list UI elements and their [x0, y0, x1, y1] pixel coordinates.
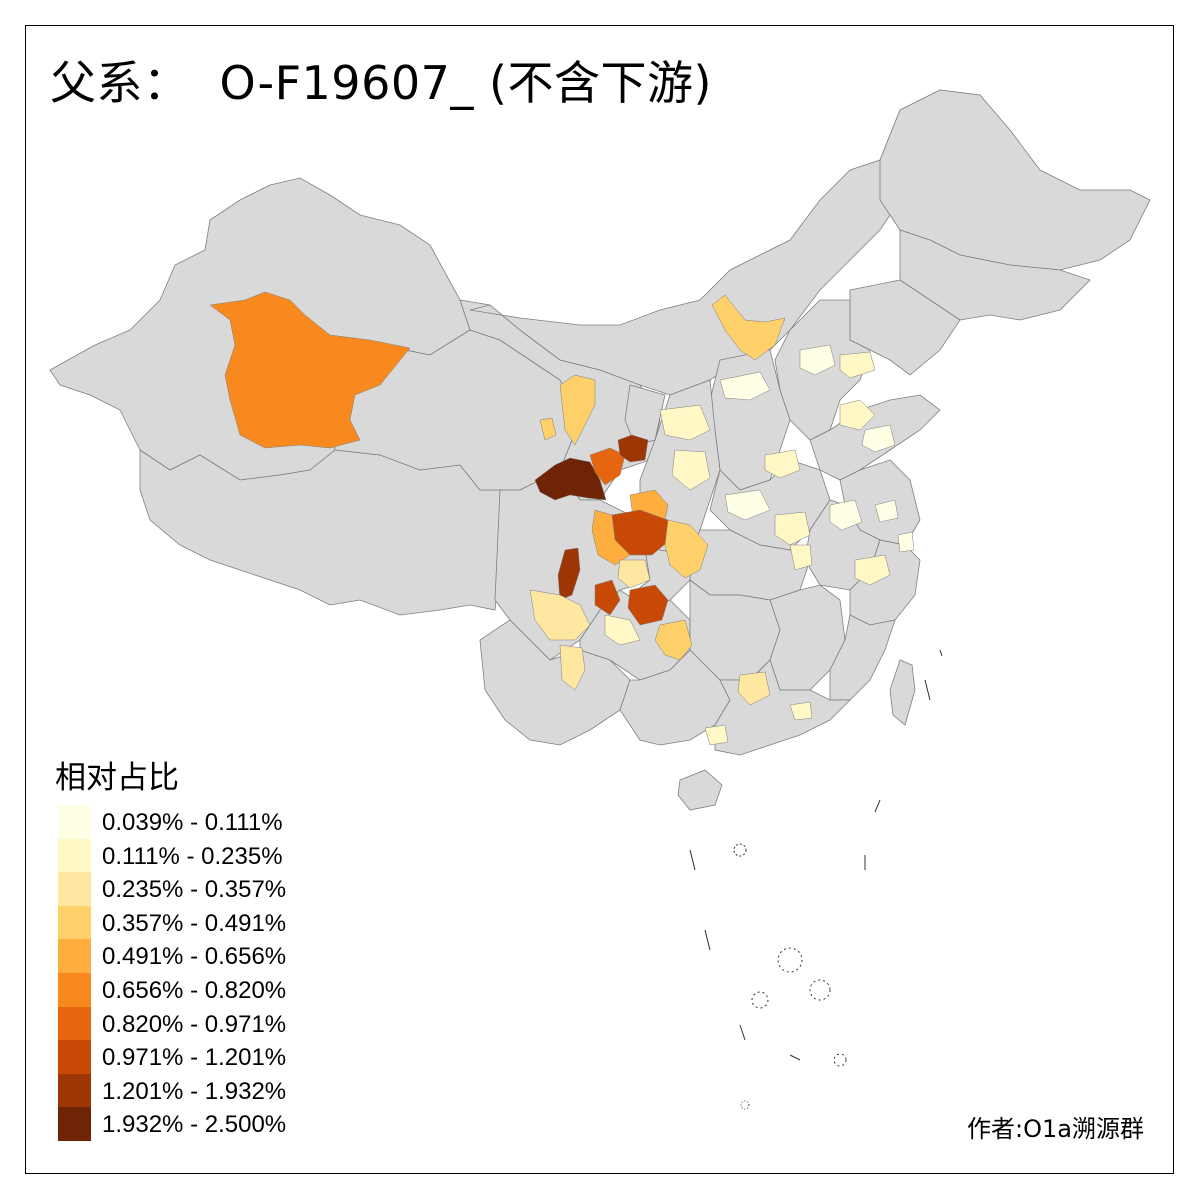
xinjiang-prefecture-shaded [209, 291, 411, 449]
guangxi-prefecture-pale [704, 724, 729, 746]
gansu-prefecture-light [559, 374, 596, 446]
shanxi-prefecture-pale [719, 371, 771, 401]
legend-label: 0.235% - 0.357% [102, 876, 287, 904]
jiangsu-prefecture-pale2 [874, 499, 899, 523]
legend-label: 0.357% - 0.491% [102, 909, 287, 937]
legend-swatch [58, 905, 91, 940]
region-hainan [677, 769, 723, 811]
legend-swatch [58, 1107, 91, 1141]
hebei-prefecture-pale2 [839, 351, 876, 379]
sichuan-prefecture-darkred [557, 547, 581, 601]
guangdong-prefecture-light [737, 671, 771, 706]
hubei-prefecture-pale [774, 511, 811, 546]
guizhou-prefecture-pale [604, 614, 641, 646]
legend-swatch [58, 1073, 91, 1108]
legend-label: 1.932% - 2.500% [102, 1111, 287, 1139]
legend-label: 0.820% - 0.971% [102, 1010, 287, 1038]
legend-swatch [58, 805, 91, 839]
legend-swatch [58, 838, 91, 873]
hubei-prefecture-pale2 [789, 544, 813, 571]
south-china-sea-islands [689, 649, 943, 1110]
legend-label: 0.656% - 0.820% [102, 976, 287, 1004]
title-main: O-F19607_ (不含下游) [219, 56, 712, 110]
shandong-prefecture-pale2 [861, 424, 896, 453]
inner-mongolia-prefecture-shaded [711, 294, 786, 361]
jiangsu-prefecture-pale [854, 554, 891, 586]
gansu-prefecture-small [539, 417, 557, 441]
legend-label: 0.971% - 1.201% [102, 1044, 287, 1072]
shaanxi-prefecture-pale [659, 404, 711, 441]
gansu-prefecture-dark [617, 434, 649, 463]
qinghai-prefecture-darkest [534, 457, 607, 501]
legend-label: 0.491% - 0.656% [102, 943, 287, 971]
chongqing-prefecture-shaded [664, 519, 709, 579]
hunan-prefecture-shaded [654, 619, 693, 661]
legend-swatch [58, 972, 91, 1007]
shaanxi-prefecture-pale2 [671, 449, 711, 491]
guangdong-prefecture-pale [789, 701, 813, 721]
yunnan-prefecture-light [559, 644, 586, 691]
legend-swatch [58, 1040, 91, 1074]
guizhou-prefecture-dark2 [627, 584, 669, 626]
guizhou-prefecture-dark [594, 579, 621, 616]
author-credit: 作者:O1a溯源群 [967, 1115, 1144, 1143]
legend-title: 相对占比 [55, 760, 179, 796]
legend-swatch [58, 872, 91, 906]
gansu-prefecture-shaded [589, 447, 626, 486]
henan-prefecture-pale2 [764, 449, 801, 479]
henan-prefecture-pale [724, 489, 771, 521]
map-title: 父系： O-F19607_ (不含下游) [50, 58, 712, 109]
legend-swatch [58, 939, 91, 973]
legend-label: 1.201% - 1.932% [102, 1077, 287, 1105]
region-taiwan [889, 659, 916, 726]
legend-swatch [58, 1006, 91, 1041]
legend-label: 0.111% - 0.235% [102, 842, 283, 870]
anhui-prefecture-pale [829, 499, 863, 531]
guizhou-prefecture-light [617, 559, 651, 589]
shandong-prefecture-pale [839, 399, 876, 431]
zhejiang-prefecture-pale [897, 531, 915, 553]
region-tibet [139, 449, 501, 616]
sichuan-prefecture-light [529, 589, 591, 641]
title-prefix: 父系： [50, 56, 190, 110]
legend-label: 0.039% - 0.111% [102, 809, 283, 836]
hebei-prefecture-pale [799, 344, 836, 376]
